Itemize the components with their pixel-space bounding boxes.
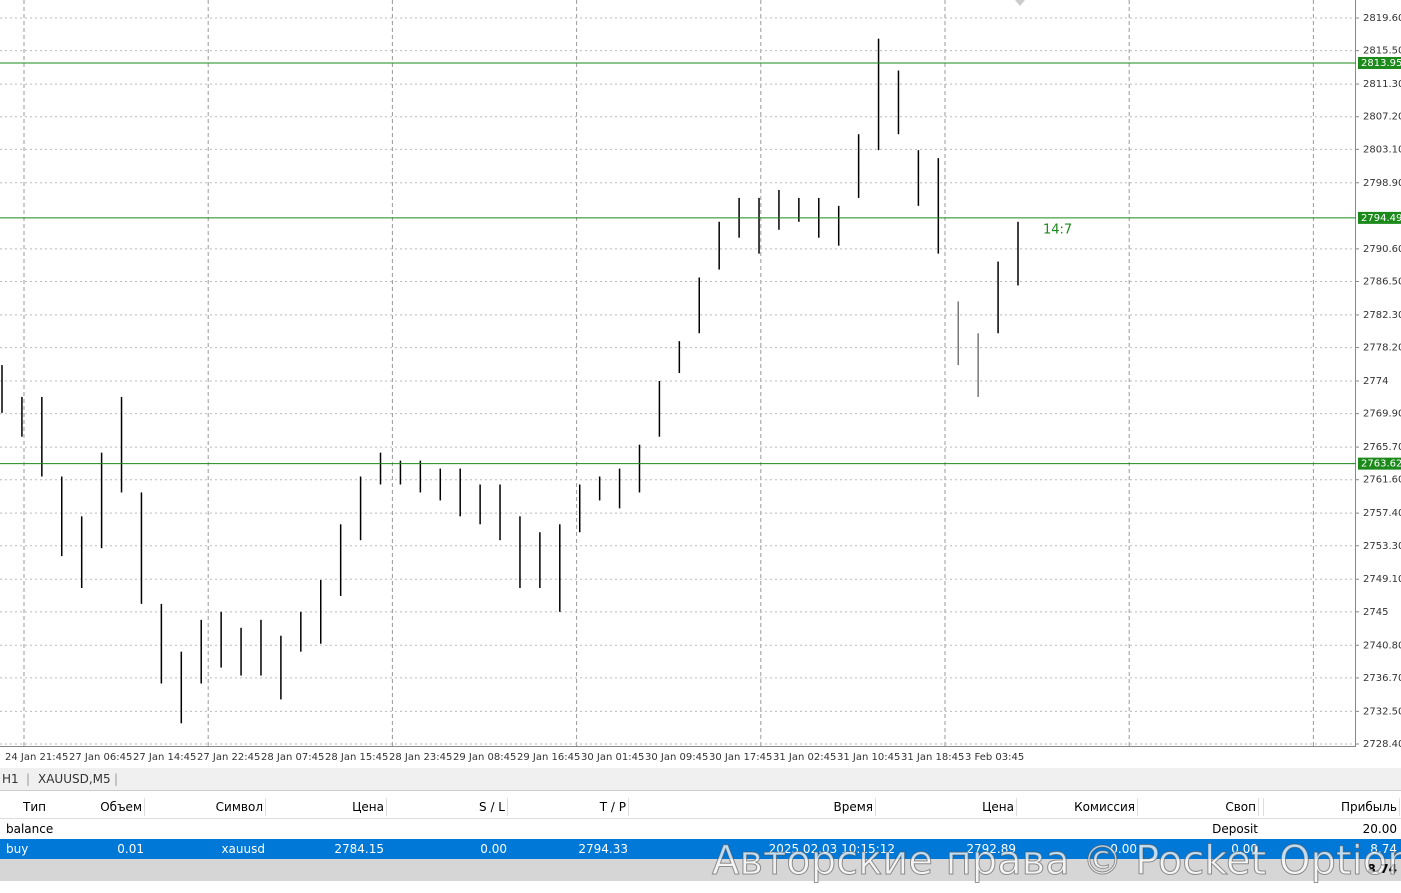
- column-header[interactable]: Время: [833, 800, 873, 814]
- column-divider: [1016, 798, 1017, 816]
- cell-text: 20.00: [1362, 822, 1397, 836]
- chart: 14:7 2819.60 2815.50 2811.30 2807.20 2803.10…: [0, 0, 1401, 768]
- x-tick-label: 30 Jan 01:45: [581, 752, 644, 763]
- y-tick-label: 2745: [1363, 607, 1388, 618]
- level-label: 2813.95: [1361, 58, 1401, 69]
- table-row[interactable]: balance Deposit 20.00: [0, 819, 1401, 839]
- column-divider: [1263, 798, 1264, 816]
- y-tick-label: 2786.50: [1363, 276, 1401, 287]
- level-label: 2794.49: [1361, 213, 1401, 224]
- cell-text: 2794.33: [578, 842, 628, 856]
- tab-separator: |: [26, 772, 31, 786]
- x-tick-label: 27 Jan 06:45: [69, 752, 132, 763]
- cell-text: buy: [6, 842, 29, 856]
- x-tick-label: 27 Jan 14:45: [133, 752, 196, 763]
- shift-marker: [1015, 0, 1025, 6]
- level-label-bg: [1358, 211, 1401, 224]
- x-tick-label: 30 Jan 17:45: [709, 752, 772, 763]
- x-tick-label: 29 Jan 08:45: [453, 752, 516, 763]
- column-divider: [144, 798, 145, 816]
- cell-text: 2792.89: [966, 842, 1016, 856]
- y-tick-label: 2728.40: [1363, 739, 1401, 750]
- tab[interactable]: H1: [2, 772, 19, 786]
- y-tick-label: 2798.90: [1363, 178, 1401, 189]
- column-header[interactable]: Символ: [215, 800, 263, 814]
- cell-text: Deposit: [1212, 822, 1258, 836]
- y-tick-label: 2736.70: [1363, 673, 1401, 684]
- y-tick-label: 2778.20: [1363, 343, 1401, 354]
- y-tick-label: 2811.30: [1363, 79, 1401, 90]
- timer: 14:7: [1043, 223, 1072, 238]
- y-tick-label: 2757.40: [1363, 508, 1401, 519]
- column-divider: [628, 798, 629, 816]
- column-divider: [386, 798, 387, 816]
- y-tick-label: 2819.60: [1363, 13, 1401, 24]
- y-tick-label: 2761.60: [1363, 475, 1401, 486]
- table-header: Тип Объем Символ Цена S / L T / P Время Цена Ком…: [0, 796, 1401, 819]
- x-tick-label: 30 Jan 09:45: [645, 752, 708, 763]
- tab-bar: H1 | XAUUSD,M5 |: [0, 768, 1401, 791]
- level-label-bg: [1358, 457, 1401, 470]
- x-tick-label: 31 Jan 18:45: [901, 752, 964, 763]
- y-tick-label: 2807.20: [1363, 112, 1401, 123]
- column-divider: [265, 798, 266, 816]
- y-tick-label: 2790.60: [1363, 244, 1401, 255]
- level-label: 2763.62: [1361, 459, 1401, 470]
- x-tick-label: 28 Jan 23:45: [389, 752, 452, 763]
- chart-bg: [0, 0, 1401, 768]
- cell-text: balance: [6, 822, 54, 836]
- x-tick-label: 27 Jan 22:45: [197, 752, 260, 763]
- cell-text: 0.00: [1110, 842, 1137, 856]
- y-tick-label: 2749.10: [1363, 574, 1401, 585]
- watermark: Авторские права © Pocket Option: [712, 838, 1401, 885]
- x-tick-label: 31 Jan 10:45: [837, 752, 900, 763]
- x-tick-label: 28 Jan 15:45: [325, 752, 388, 763]
- total: 8.74: [1367, 862, 1397, 876]
- column-header[interactable]: Прибыль: [1340, 800, 1397, 814]
- total-row: 8.74: [0, 859, 1401, 881]
- y-tick-label: 2774: [1363, 376, 1388, 387]
- cell-text: 2025.02.03 10:15:12: [768, 842, 895, 856]
- x-tick-label: 28 Jan 07:45: [261, 752, 324, 763]
- cell-text: xauusd: [221, 842, 265, 856]
- cell-text: 0.00: [1231, 842, 1258, 856]
- tab-separator: |: [114, 772, 119, 786]
- tab[interactable]: XAUUSD,M5: [38, 772, 111, 786]
- column-header[interactable]: Цена: [352, 800, 384, 814]
- column-header[interactable]: Комиссия: [1074, 800, 1135, 814]
- y-tick-label: 2803.10: [1363, 144, 1401, 155]
- y-tick-label: 2765.70: [1363, 442, 1401, 453]
- cell-text: 2784.15: [334, 842, 384, 856]
- level-label-bg: [1358, 56, 1401, 69]
- y-tick-label: 2769.90: [1363, 409, 1401, 420]
- x-tick-label: 3 Feb 03:45: [965, 752, 1024, 763]
- column-header[interactable]: Тип: [23, 800, 46, 814]
- y-tick-label: 2740.80: [1363, 640, 1401, 651]
- column-header[interactable]: S / L: [479, 800, 505, 814]
- table-row[interactable]: buy 0.01 xauusd 2784.15 0.00 2794.33 2025.02.0…: [0, 839, 1401, 859]
- y-tick-label: 2753.30: [1363, 541, 1401, 552]
- column-divider: [1399, 798, 1400, 816]
- column-divider: [1137, 798, 1138, 816]
- cell-text: 0.00: [480, 842, 507, 856]
- y-tick-label: 2782.30: [1363, 310, 1401, 321]
- column-divider: [507, 798, 508, 816]
- column-header[interactable]: Своп: [1225, 800, 1256, 814]
- column-divider: [1258, 798, 1259, 816]
- x-tick-label: 29 Jan 16:45: [517, 752, 580, 763]
- column-divider: [875, 798, 876, 816]
- y-tick-label: 2732.50: [1363, 706, 1401, 717]
- y-tick-label: 2815.50: [1363, 46, 1401, 57]
- x-tick-label: 31 Jan 02:45: [773, 752, 836, 763]
- cell-text: 8.74: [1370, 842, 1397, 856]
- column-header[interactable]: Цена: [982, 800, 1014, 814]
- column-header[interactable]: T / P: [599, 800, 626, 814]
- x-tick-label: 24 Jan 21:45: [5, 752, 68, 763]
- column-header[interactable]: Объем: [100, 800, 142, 814]
- cell-text: 0.01: [117, 842, 144, 856]
